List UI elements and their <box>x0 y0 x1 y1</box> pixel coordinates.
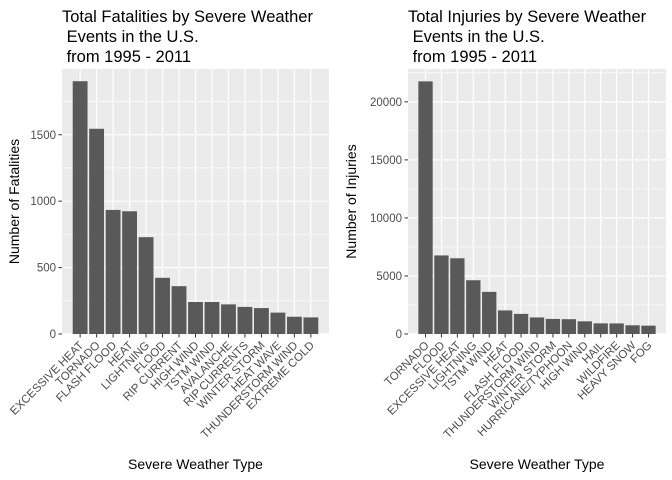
injuries-bar-tornado <box>418 81 433 334</box>
fatalities-y-axis: 0 500 1000 1500 <box>30 130 62 341</box>
fatalities-y-tick-label: 1000 <box>30 196 56 208</box>
injuries-title-line-2: Events in the U.S. <box>408 28 545 46</box>
fatalities-bar-rip-currents <box>237 306 253 334</box>
injuries-chart-title: Total Injuries by Severe Weather Events … <box>408 8 651 66</box>
injuries-bar-high-wind <box>577 321 592 334</box>
injuries-bar-wildfire <box>609 323 624 334</box>
fatalities-bars <box>72 81 319 334</box>
fatalities-x-axis-title: Severe Weather Type <box>128 456 263 472</box>
injuries-y-axis-title: Number of Injuries <box>343 144 359 258</box>
fatalities-bar-extreme-cold <box>303 317 319 334</box>
injuries-bar-thunderstorm-wind <box>529 317 545 334</box>
injuries-bar-heat <box>497 310 513 334</box>
fatalities-title-line-2: Events in the U.S. <box>62 28 199 46</box>
injuries-y-tick-label: 5000 <box>376 271 402 283</box>
injuries-bar-excessive-heat <box>450 258 465 334</box>
fatalities-bar-winter-storm <box>254 308 269 334</box>
injuries-y-tick-label: 20000 <box>370 97 402 109</box>
fatalities-y-tick-label: 0 <box>50 329 56 341</box>
fatalities-bar-flash-flood <box>105 209 121 334</box>
fatalities-bar-high-wind <box>188 301 203 334</box>
fatalities-bar-tstm-wind <box>204 301 220 334</box>
fatalities-title-line-1: Total Fatalities by Severe Weather <box>62 8 313 26</box>
injuries-bar-lightning <box>466 280 481 334</box>
injuries-bar-heavy-snow <box>625 325 640 334</box>
fatalities-bar-thunderstorm-wind <box>286 316 302 334</box>
fatalities-bar-flood <box>155 277 170 334</box>
fatalities-y-tick-label: 500 <box>37 263 56 275</box>
injuries-title-line-3: from 1995 - 2011 <box>408 48 537 66</box>
injuries-bars <box>418 81 656 334</box>
injuries-bar-hail <box>593 323 608 334</box>
fatalities-y-tick-label: 1500 <box>30 130 56 142</box>
fatalities-bar-heat-wave <box>270 312 286 334</box>
injuries-y-tick-label: 10000 <box>370 213 402 225</box>
injuries-bar-winter-storm <box>545 318 561 334</box>
fatalities-bar-rip-current <box>171 286 187 334</box>
fatalities-chart-title: Total Fatalities by Severe Weather Event… <box>62 8 318 66</box>
injuries-bar-fog <box>641 325 656 334</box>
fatalities-y-axis-title: Number of Fatalities <box>6 139 22 264</box>
injuries-y-tick-label: 15000 <box>370 155 402 167</box>
fatalities-chart: Total Fatalities by Severe Weather Event… <box>6 8 329 472</box>
injuries-chart: Total Injuries by Severe Weather Events … <box>343 8 666 472</box>
fatalities-bar-tornado <box>89 128 105 334</box>
injuries-bar-flood <box>434 255 449 334</box>
fatalities-bar-heat <box>122 211 137 334</box>
injuries-bar-flash-flood <box>513 313 529 334</box>
injuries-bar-hurricane-typhoon <box>561 319 577 334</box>
fatalities-bar-lightning <box>138 237 154 334</box>
injuries-y-axis: 0 5000 10000 15000 20000 <box>370 97 408 341</box>
injuries-title-line-1: Total Injuries by Severe Weather <box>408 8 647 26</box>
fatalities-bar-excessive-heat <box>72 81 88 334</box>
injuries-x-axis-title: Severe Weather Type <box>470 456 605 472</box>
fatalities-title-line-3: from 1995 - 2011 <box>62 48 191 66</box>
injuries-y-tick-label: 0 <box>396 329 402 341</box>
fatalities-bar-avalanche <box>221 304 236 334</box>
injuries-bar-tstm-wind <box>482 291 497 334</box>
